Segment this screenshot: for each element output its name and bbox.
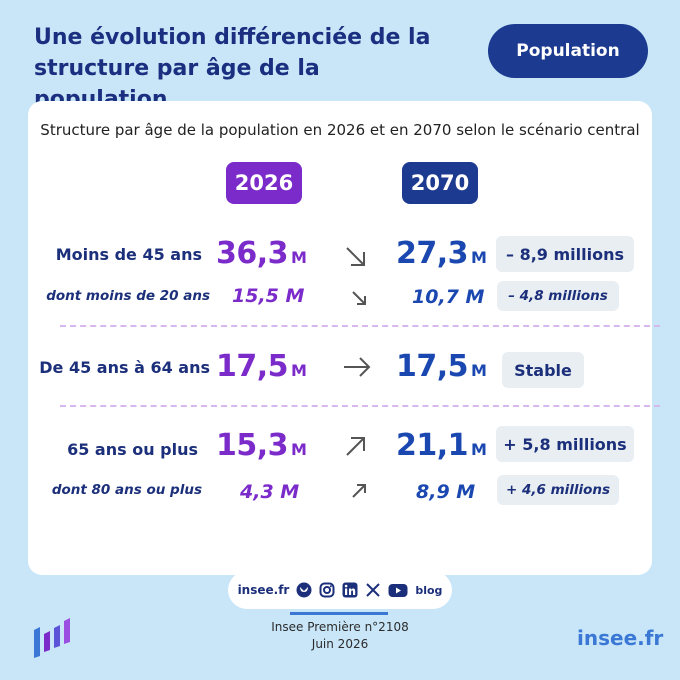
row-label-80-plus: dont 80 ans ou plus [51, 482, 202, 498]
arrow-up-icon [352, 484, 366, 498]
change-badge: – 4,8 millions [497, 281, 619, 311]
value-2070-80-plus: 8,9 M [416, 481, 476, 503]
change-badge: – 8,9 millions [496, 236, 634, 272]
linkedin-icon[interactable] [342, 582, 358, 598]
social-bar: insee.fr blog [228, 571, 452, 609]
x-icon[interactable] [365, 582, 381, 598]
year-2070-badge: 2070 [402, 162, 478, 204]
row-label-65-plus: 65 ans ou plus [67, 440, 198, 459]
change-badge: + 5,8 millions [496, 426, 634, 462]
value-2070-under-20: 10,7 M [412, 286, 485, 308]
blog-icon[interactable]: blog [415, 583, 443, 597]
insee-logo-icon [34, 618, 70, 658]
arrow-up-icon [346, 437, 365, 456]
site-link[interactable]: insee.fr [237, 583, 290, 597]
value-2026-80-plus: 4,3 M [240, 481, 300, 503]
year-2026-badge: 2026 [226, 162, 302, 204]
change-badge: + 4,6 millions [497, 475, 619, 505]
row-label-under-45: Moins de 45 ans [55, 245, 202, 264]
row-label-45-64: De 45 ans à 64 ans [39, 358, 210, 377]
section-divider [60, 405, 660, 407]
page-title: Une évolution différenciée de la structu… [34, 25, 431, 112]
value-2026-45-64: 17,5 M [216, 349, 307, 384]
publication-reference: Insee Première n°2108 [271, 620, 409, 634]
instagram-icon[interactable] [319, 582, 335, 598]
youtube-icon[interactable] [388, 583, 408, 598]
value-2026-under-20: 15,5 M [232, 285, 305, 307]
value-2070-65-plus: 21,1 M [396, 428, 487, 463]
topic-badge[interactable]: Population [488, 24, 648, 78]
footer-accent-line [290, 612, 388, 615]
change-badge: Stable [502, 352, 584, 388]
arrow-right-icon [344, 357, 371, 377]
value-2026-under-45: 36,3 M [216, 236, 307, 271]
value-2070-45-64: 17,5 M [396, 349, 487, 384]
row-label-under-20: dont moins de 20 ans [46, 288, 210, 304]
section-divider [60, 325, 660, 327]
arrow-down-icon [346, 247, 365, 266]
value-2026-65-plus: 15,3 M [216, 428, 307, 463]
publication-date: Juin 2026 [311, 637, 369, 651]
card-title: Structure par âge de la population en 20… [40, 121, 640, 139]
brand-link[interactable]: insee.fr [577, 626, 664, 650]
arrow-down-icon [352, 291, 366, 305]
value-2070-under-45: 27,3 M [396, 236, 487, 271]
bluesky-icon[interactable] [296, 582, 312, 598]
